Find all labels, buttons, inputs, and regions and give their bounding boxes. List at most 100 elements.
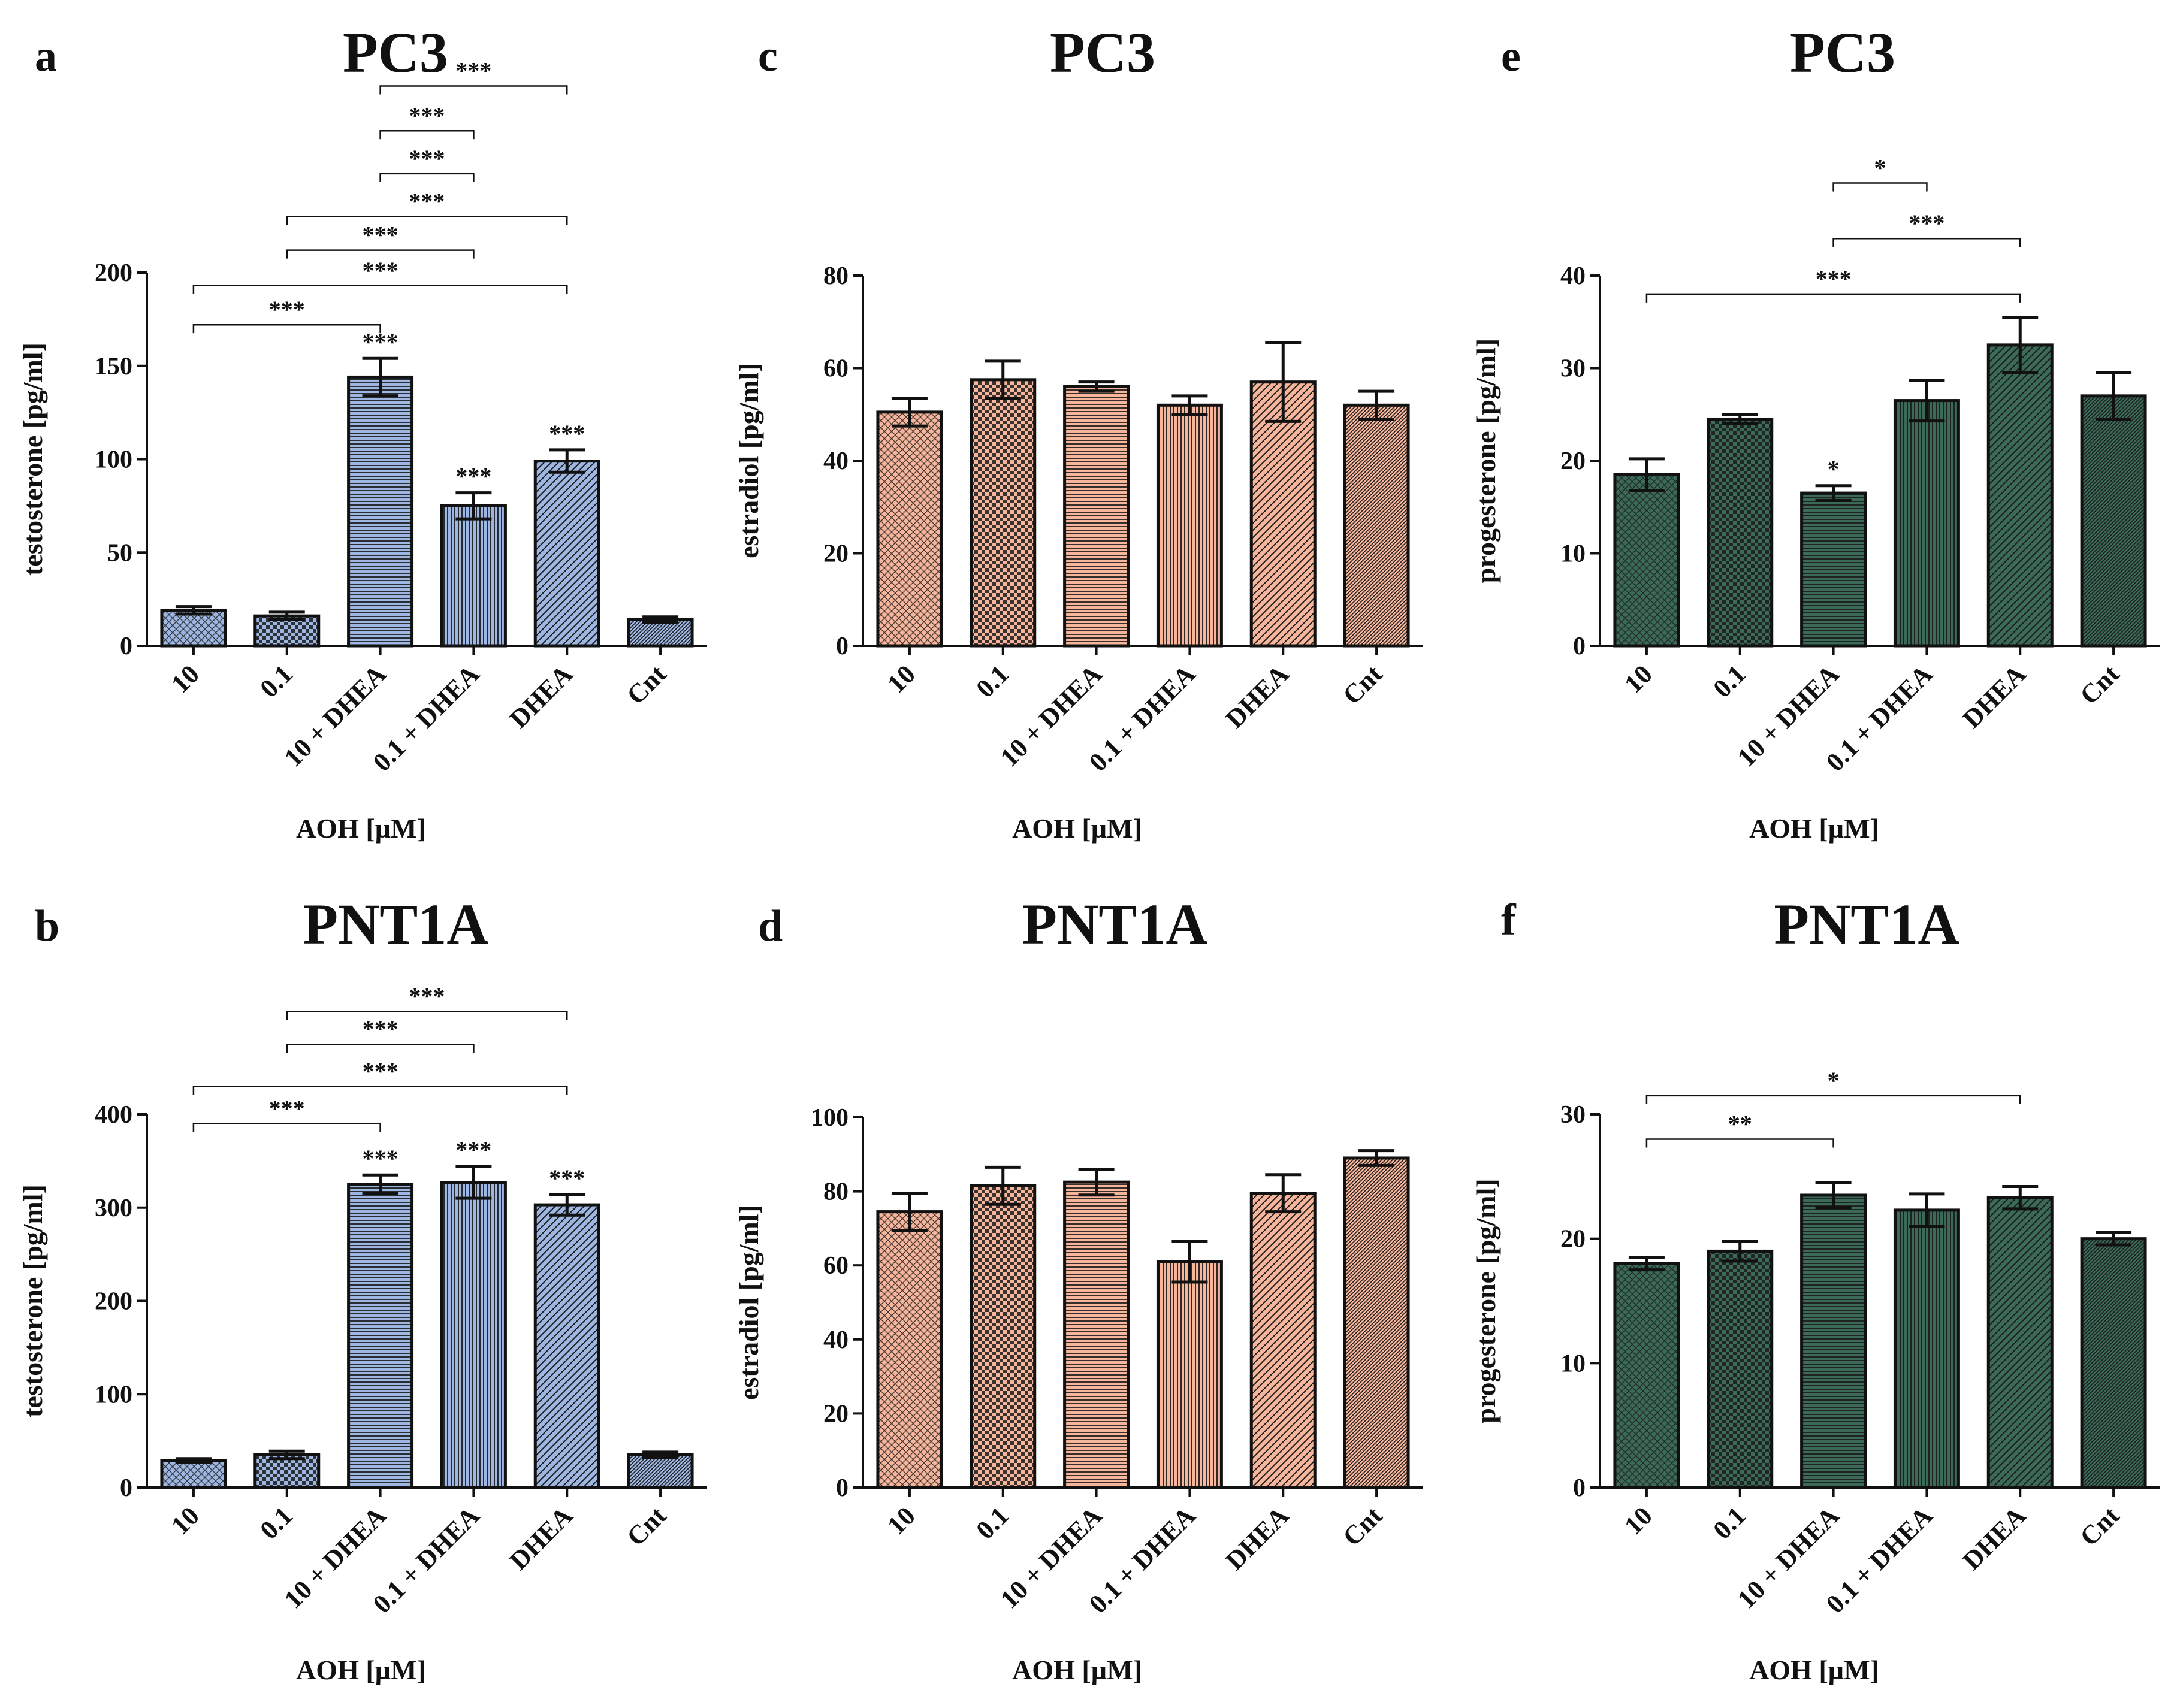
significance-bracket	[379, 130, 475, 140]
y-tick-label: 80	[823, 262, 849, 290]
bar-significance: *	[1828, 456, 1840, 483]
bar-significance: ***	[455, 463, 491, 490]
bar-c-2	[1063, 385, 1130, 648]
bar-b-2	[347, 1183, 414, 1489]
panel-letter: e	[1501, 32, 1521, 81]
y-tick-label: 30	[1560, 355, 1586, 383]
bracket-label: ***	[1909, 210, 1944, 237]
x-tick-label: 10	[165, 659, 205, 699]
bracket-label: ***	[409, 145, 445, 172]
significance-bracket	[192, 324, 381, 334]
panel-title: PNT1A	[1774, 892, 1959, 956]
x-tick-label: Cnt	[2074, 659, 2125, 710]
panel-title: PNT1A	[303, 892, 488, 956]
x-axis-label: AOH [µM]	[1749, 1655, 1879, 1685]
panel-letter: f	[1501, 896, 1517, 945]
panel-b: b PNT1A 0 100 200 300 400 testosterone [pg/ml] 1…	[17, 892, 707, 1685]
panel-title: PC3	[1790, 20, 1895, 84]
y-tick-label: 400	[95, 1101, 132, 1129]
x-axis-label: AOH [µM]	[296, 813, 426, 844]
x-tick-label: DHEA	[1957, 1501, 2032, 1576]
bar-d-2	[1063, 1180, 1130, 1489]
y-tick-label: 0	[1573, 633, 1586, 660]
bar-e-0	[1613, 473, 1680, 648]
x-tick-label: 10	[1619, 659, 1658, 699]
y-tick-label: 80	[823, 1178, 849, 1206]
bracket-label: ***	[363, 1057, 398, 1084]
x-tick-label: Cnt	[2074, 1501, 2125, 1552]
bar-e-5	[2080, 394, 2147, 648]
significance-bracket	[192, 1123, 381, 1132]
bar-e-2	[1800, 491, 1867, 648]
y-tick-label: 0	[836, 1474, 849, 1502]
y-tick-label: 50	[107, 539, 132, 567]
bracket-label: ***	[409, 102, 445, 129]
bar-d-1	[970, 1184, 1037, 1489]
significance-bracket	[286, 1043, 475, 1053]
bar-f-1	[1707, 1249, 1774, 1489]
bracket-label: **	[1728, 1111, 1752, 1138]
panel-title: PNT1A	[1022, 892, 1207, 956]
significance-bracket	[192, 285, 568, 294]
y-tick-label: 20	[823, 540, 849, 568]
y-tick-label: 60	[823, 355, 849, 383]
significance-bracket	[286, 216, 568, 225]
significance-bracket	[1832, 237, 2021, 247]
x-tick-label: 0.1	[254, 659, 298, 703]
bar-c-1	[970, 378, 1037, 648]
bracket-label: ***	[1816, 265, 1852, 292]
bar-significance: ***	[363, 1145, 398, 1172]
bracket-label: ***	[363, 222, 398, 249]
bar-c-4	[1249, 380, 1317, 648]
y-tick-label: 40	[823, 1326, 849, 1354]
y-tick-label: 100	[811, 1104, 849, 1132]
panel-letter: b	[35, 902, 59, 951]
x-tick-label: Cnt	[621, 659, 672, 710]
x-tick-label: 10	[881, 1501, 921, 1540]
y-axis-label: estradiol [pg/ml]	[733, 1205, 764, 1400]
bar-f-2	[1800, 1193, 1867, 1489]
bracket-label: ***	[363, 257, 398, 284]
y-tick-label: 10	[1560, 1350, 1586, 1377]
bar-c-3	[1156, 403, 1223, 648]
bracket-label: ***	[269, 296, 305, 323]
bar-a-2	[347, 375, 414, 648]
x-tick-label: DHEA	[1220, 1501, 1295, 1576]
bar-d-0	[876, 1210, 943, 1489]
panel-title: PC3	[1050, 20, 1155, 84]
x-tick-label: Cnt	[1337, 1501, 1388, 1552]
bar-f-5	[2080, 1237, 2147, 1489]
x-axis-label: AOH [µM]	[296, 1655, 426, 1685]
bar-a-3	[440, 504, 507, 648]
y-tick-label: 10	[1560, 540, 1586, 568]
significance-bracket	[1645, 1095, 2021, 1104]
significance-bracket	[1832, 182, 1928, 192]
bar-significance: ***	[549, 1165, 585, 1192]
x-tick-label: 0.1	[254, 1501, 298, 1545]
y-tick-label: 150	[95, 353, 132, 380]
y-tick-label: 20	[1560, 448, 1586, 475]
significance-bracket	[286, 249, 475, 259]
bar-e-1	[1707, 417, 1774, 648]
x-tick-label: DHEA	[504, 659, 579, 734]
x-axis-label: AOH [µM]	[1012, 1655, 1142, 1685]
y-tick-label: 300	[95, 1195, 132, 1222]
y-axis-label: estradiol [pg/ml]	[733, 363, 764, 558]
significance-bracket	[192, 1086, 568, 1095]
bracket-label: ***	[455, 58, 491, 84]
y-tick-label: 100	[95, 1381, 132, 1408]
bar-a-4	[533, 460, 600, 648]
significance-bracket	[1645, 1138, 1834, 1148]
y-tick-label: 40	[823, 448, 849, 475]
y-tick-label: 30	[1560, 1101, 1586, 1129]
bar-e-3	[1893, 399, 1960, 648]
y-axis-label: progesterone [pg/ml]	[1471, 338, 1501, 583]
x-tick-label: DHEA	[504, 1501, 579, 1576]
bar-significance: ***	[549, 420, 585, 447]
significance-bracket	[379, 85, 568, 95]
y-axis-label: testosterone [pg/ml]	[17, 1184, 48, 1417]
